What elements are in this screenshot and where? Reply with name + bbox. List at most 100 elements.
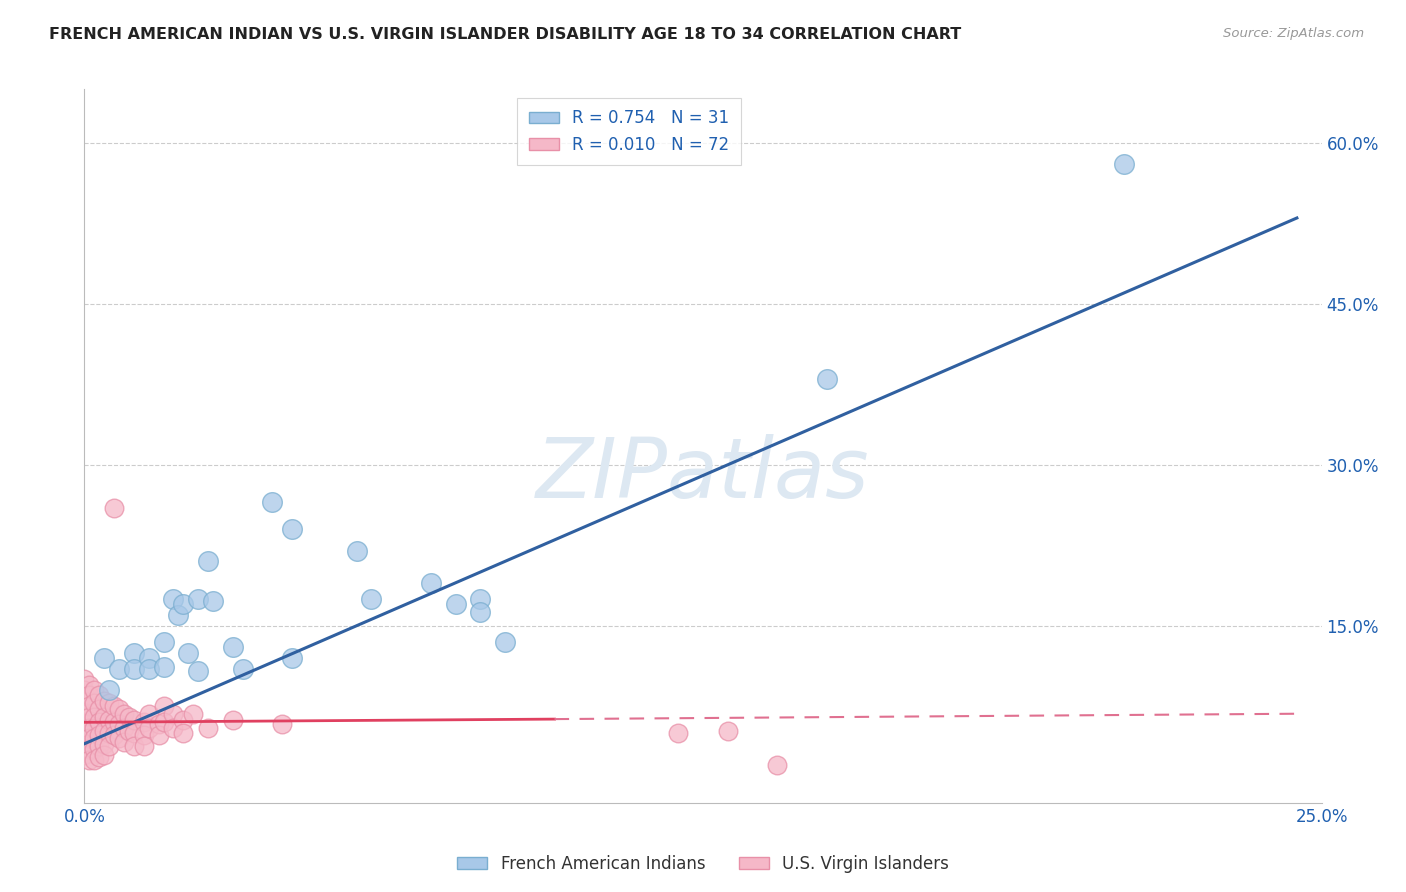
Point: [346, 543, 368, 558]
Point: [162, 721, 184, 735]
Point: [281, 651, 304, 665]
Point: [118, 723, 141, 738]
Point: [152, 635, 174, 649]
Point: [222, 713, 245, 727]
Point: [79, 699, 101, 714]
Point: [79, 710, 101, 724]
Point: [122, 739, 145, 753]
Point: [132, 715, 155, 730]
Point: [103, 500, 125, 515]
Point: [152, 699, 174, 714]
Point: [138, 706, 160, 721]
Point: [73, 747, 96, 762]
Point: [73, 726, 96, 740]
Point: [148, 728, 170, 742]
Point: [197, 554, 219, 568]
Point: [89, 728, 111, 742]
Point: [281, 522, 304, 536]
Point: [470, 605, 492, 619]
Point: [138, 721, 160, 735]
Point: [89, 702, 111, 716]
Point: [108, 702, 131, 716]
Point: [89, 749, 111, 764]
Point: [187, 591, 209, 606]
Point: [172, 713, 194, 727]
Point: [187, 664, 209, 678]
Point: [132, 728, 155, 742]
Point: [83, 721, 105, 735]
Point: [83, 753, 105, 767]
Point: [766, 758, 789, 772]
Point: [93, 651, 115, 665]
Point: [167, 607, 190, 622]
Point: [138, 651, 160, 665]
Point: [419, 575, 441, 590]
Point: [73, 706, 96, 721]
Point: [172, 726, 194, 740]
Point: [103, 699, 125, 714]
Point: [83, 710, 105, 724]
Point: [494, 635, 516, 649]
Point: [89, 715, 111, 730]
Point: [360, 591, 382, 606]
Point: [197, 721, 219, 735]
Point: [83, 696, 105, 710]
Text: ZIPatlas: ZIPatlas: [536, 434, 870, 515]
Point: [98, 696, 121, 710]
Point: [89, 689, 111, 703]
Point: [83, 683, 105, 698]
Point: [122, 662, 145, 676]
Point: [262, 495, 284, 509]
Point: [122, 726, 145, 740]
Point: [138, 662, 160, 676]
Point: [73, 715, 96, 730]
Point: [93, 694, 115, 708]
Point: [118, 710, 141, 724]
Point: [93, 737, 115, 751]
Point: [98, 726, 121, 740]
Point: [79, 731, 101, 746]
Point: [93, 710, 115, 724]
Point: [108, 731, 131, 746]
Point: [73, 673, 96, 687]
Point: [79, 753, 101, 767]
Point: [1112, 157, 1135, 171]
Point: [93, 723, 115, 738]
Point: [79, 678, 101, 692]
Point: [103, 715, 125, 730]
Point: [79, 721, 101, 735]
Point: [122, 646, 145, 660]
Point: [103, 728, 125, 742]
Point: [152, 715, 174, 730]
Text: FRENCH AMERICAN INDIAN VS U.S. VIRGIN ISLANDER DISABILITY AGE 18 TO 34 CORRELATI: FRENCH AMERICAN INDIAN VS U.S. VIRGIN IS…: [49, 27, 962, 42]
Point: [177, 646, 200, 660]
Point: [93, 747, 115, 762]
Point: [83, 742, 105, 756]
Point: [73, 694, 96, 708]
Point: [162, 706, 184, 721]
Text: Source: ZipAtlas.com: Source: ZipAtlas.com: [1223, 27, 1364, 40]
Legend: French American Indians, U.S. Virgin Islanders: French American Indians, U.S. Virgin Isl…: [450, 848, 956, 880]
Point: [112, 734, 135, 748]
Point: [98, 683, 121, 698]
Point: [73, 737, 96, 751]
Point: [815, 372, 838, 386]
Point: [122, 713, 145, 727]
Point: [83, 731, 105, 746]
Point: [222, 640, 245, 655]
Point: [112, 721, 135, 735]
Point: [181, 706, 204, 721]
Point: [79, 742, 101, 756]
Point: [232, 662, 254, 676]
Point: [132, 739, 155, 753]
Point: [79, 689, 101, 703]
Point: [271, 717, 294, 731]
Point: [444, 597, 467, 611]
Point: [666, 726, 689, 740]
Point: [717, 723, 740, 738]
Point: [98, 713, 121, 727]
Point: [108, 662, 131, 676]
Point: [148, 717, 170, 731]
Point: [98, 739, 121, 753]
Point: [162, 591, 184, 606]
